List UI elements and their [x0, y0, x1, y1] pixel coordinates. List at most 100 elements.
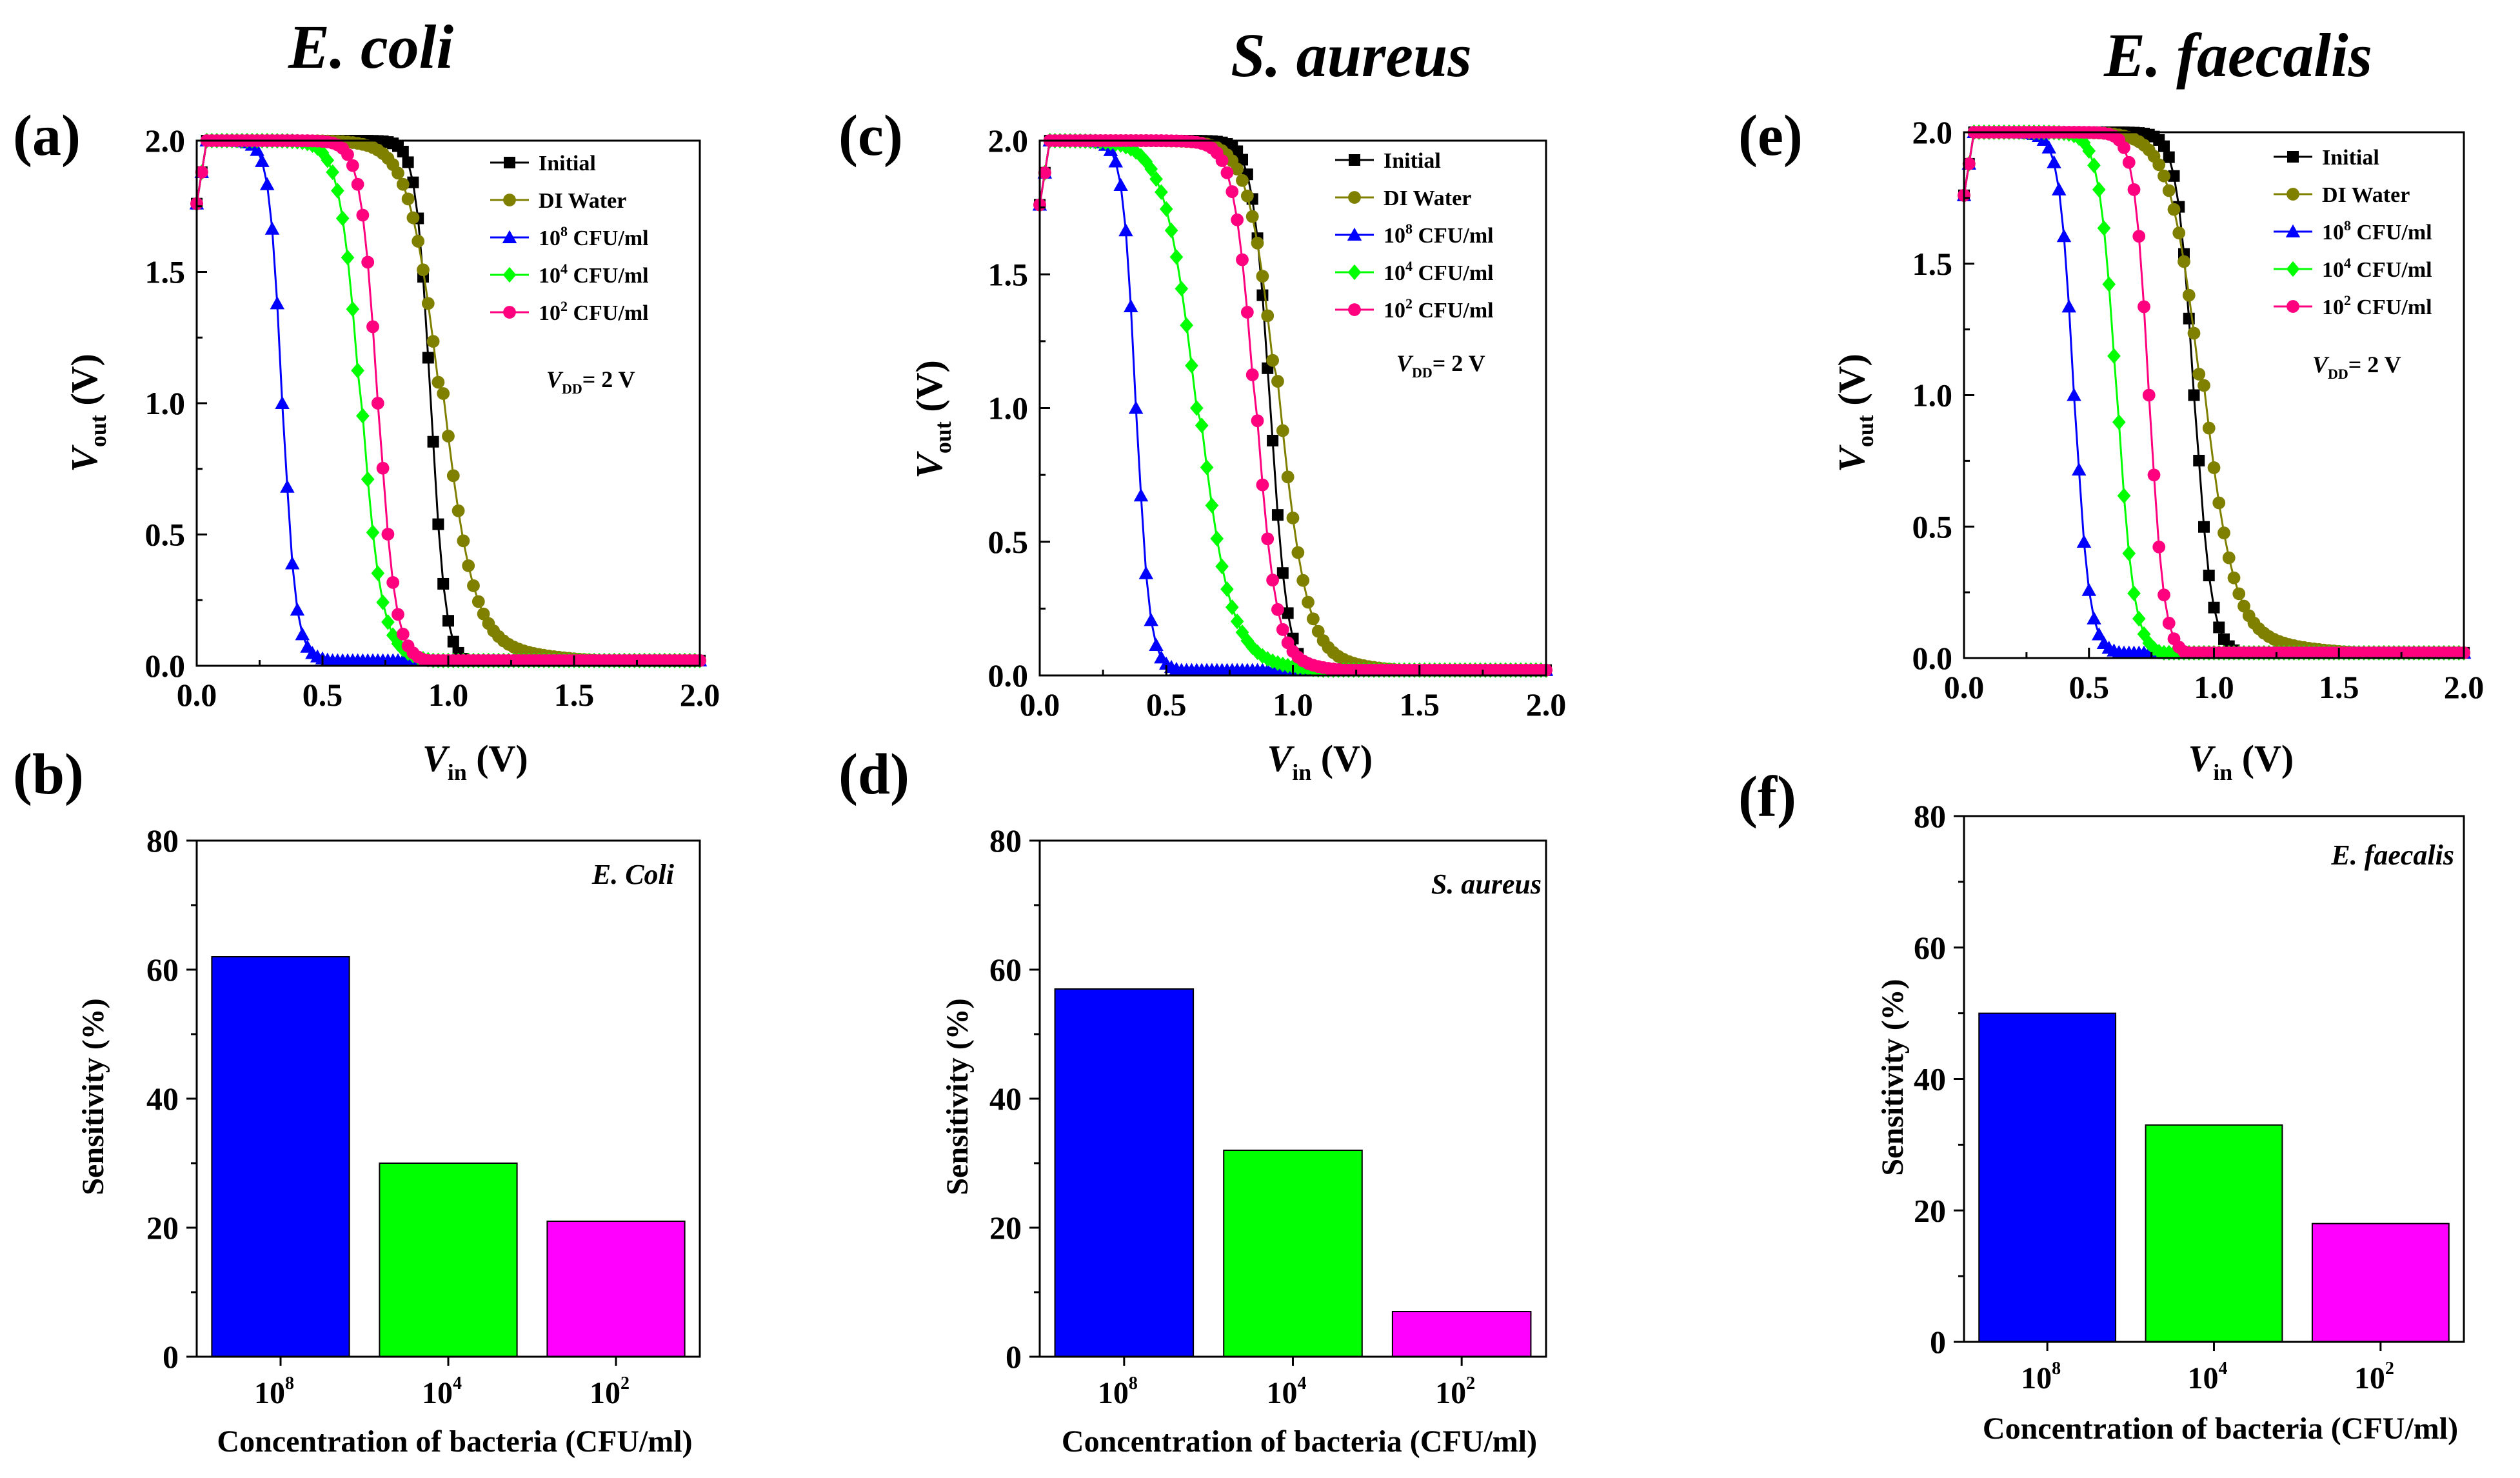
data-point: [1291, 546, 1305, 559]
data-point: [2152, 158, 2166, 172]
data-point: [1225, 185, 1239, 198]
data-point: [1113, 177, 1128, 191]
data-point: [1108, 154, 1123, 168]
data-point: [2178, 255, 2190, 268]
x-axis-label: Concentration of bacteria (CFU/ml): [1983, 1412, 2458, 1446]
series-line: [1038, 139, 1546, 672]
legend-entry-initial: Initial: [1335, 149, 1441, 173]
legend-marker: [504, 157, 515, 168]
data-point: [2087, 611, 2101, 624]
data-point: [2061, 299, 2076, 313]
data-point: [1230, 614, 1244, 630]
y-tick-label: 0.0: [988, 657, 1029, 694]
data-point: [1282, 607, 1294, 619]
series-10-2-cfu-ml: [1033, 134, 1553, 677]
x-axis-label: Concentration of bacteria (CFU/ml): [217, 1424, 692, 1459]
data-point: [442, 430, 455, 443]
data-point: [2107, 348, 2121, 364]
data-point: [2127, 585, 2141, 601]
legend-entry-10-4-cfu-ml: 104 CFU/ml: [490, 261, 649, 288]
data-point: [331, 183, 344, 199]
legend-marker: [503, 306, 516, 319]
series-line: [1038, 139, 1546, 672]
data-point: [2202, 421, 2216, 435]
data-point: [346, 159, 359, 172]
data-point: [1266, 354, 1279, 367]
data-point: [2212, 496, 2226, 510]
legend-entry-di-water: DI Water: [490, 189, 626, 213]
y-tick-label: 1.0: [988, 390, 1029, 426]
x-tick-label: 1.5: [554, 677, 595, 713]
y-tick-label: 80: [146, 823, 179, 859]
y-tick-label: 40: [989, 1081, 1022, 1117]
data-point: [392, 166, 404, 180]
data-point: [366, 320, 379, 334]
x-tick-label: 0.0: [177, 677, 217, 713]
y-tick-label: 2.0: [1912, 114, 1953, 150]
data-point: [1155, 184, 1168, 200]
data-point: [2222, 551, 2236, 564]
legend-label: 102 CFU/ml: [1384, 295, 1494, 323]
data-point: [2162, 617, 2176, 630]
data-point: [1276, 623, 1289, 636]
y-tick-label: 2.0: [988, 123, 1029, 159]
series-initial: [191, 135, 706, 666]
legend-entry-10-8-cfu-ml: 108 CFU/ml: [2274, 217, 2432, 245]
panel-label-b: (b): [13, 743, 84, 806]
data-point: [1281, 470, 1295, 484]
data-point: [371, 565, 385, 581]
x-tick-label: 102: [2354, 1359, 2394, 1395]
data-point: [397, 145, 409, 157]
x-tick-label: 102: [590, 1373, 630, 1410]
data-point: [2052, 182, 2067, 195]
data-point: [2147, 468, 2161, 482]
data-point: [1271, 603, 1284, 616]
y-tick-label: 60: [146, 952, 179, 988]
data-point: [1267, 434, 1279, 446]
data-point: [386, 575, 400, 589]
data-point: [2182, 288, 2196, 302]
y-tick-label: 0: [1930, 1324, 1946, 1360]
data-point: [1205, 497, 1219, 514]
data-point: [2227, 571, 2241, 584]
legend-entry-initial: Initial: [490, 152, 596, 175]
bar-10-4: [2145, 1124, 2283, 1343]
legend-label: DI Water: [2322, 183, 2410, 207]
data-point: [361, 255, 375, 269]
data-point: [401, 192, 415, 206]
legend-entry-10-8-cfu-ml: 108 CFU/ml: [490, 223, 649, 250]
data-point: [2172, 226, 2186, 240]
data-point: [1185, 357, 1198, 374]
legend-marker: [1347, 264, 1362, 281]
vdd-annotation: VDD= 2 V: [2312, 352, 2401, 382]
x-tick-label: 108: [254, 1373, 294, 1410]
data-point: [2167, 203, 2181, 216]
legend-label: 108 CFU/ml: [1384, 221, 1494, 248]
bar-chart-s-aureus: 108 104 102 0 20 40 60 80 Concentration of bacte…: [940, 823, 1547, 1459]
data-point: [351, 177, 364, 191]
x-tick-label: 1.0: [428, 677, 469, 713]
data-point: [1190, 400, 1204, 416]
legend-marker: [503, 194, 516, 206]
legend-label: 104 CFU/ml: [2322, 255, 2432, 282]
data-point: [432, 518, 444, 530]
data-point: [1307, 612, 1320, 626]
data-point: [407, 176, 419, 188]
data-point: [1261, 309, 1275, 323]
legend-label: DI Water: [1384, 186, 1471, 210]
series-10-8-cfu-ml: [1032, 133, 1554, 676]
data-point: [406, 211, 420, 225]
y-tick-label: 2.0: [145, 123, 186, 159]
transfer-chart-s-aureus: 0.0 0.5 1.0 1.5 2.0 0.0 0.5 1.0 1.5 2.0 Vin (V) Vou…: [908, 123, 1566, 785]
legend-marker: [2286, 261, 2300, 277]
data-point: [341, 250, 355, 266]
x-tick-label: 108: [1098, 1373, 1138, 1410]
bar-10-8: [1054, 988, 1195, 1357]
legend-marker: [2287, 300, 2299, 313]
data-point: [392, 608, 404, 621]
y-tick-label: 20: [989, 1210, 1022, 1246]
legend-marker: [2285, 224, 2301, 237]
data-point: [2158, 588, 2170, 602]
data-point: [447, 635, 459, 648]
legend-marker: [1348, 303, 1361, 316]
